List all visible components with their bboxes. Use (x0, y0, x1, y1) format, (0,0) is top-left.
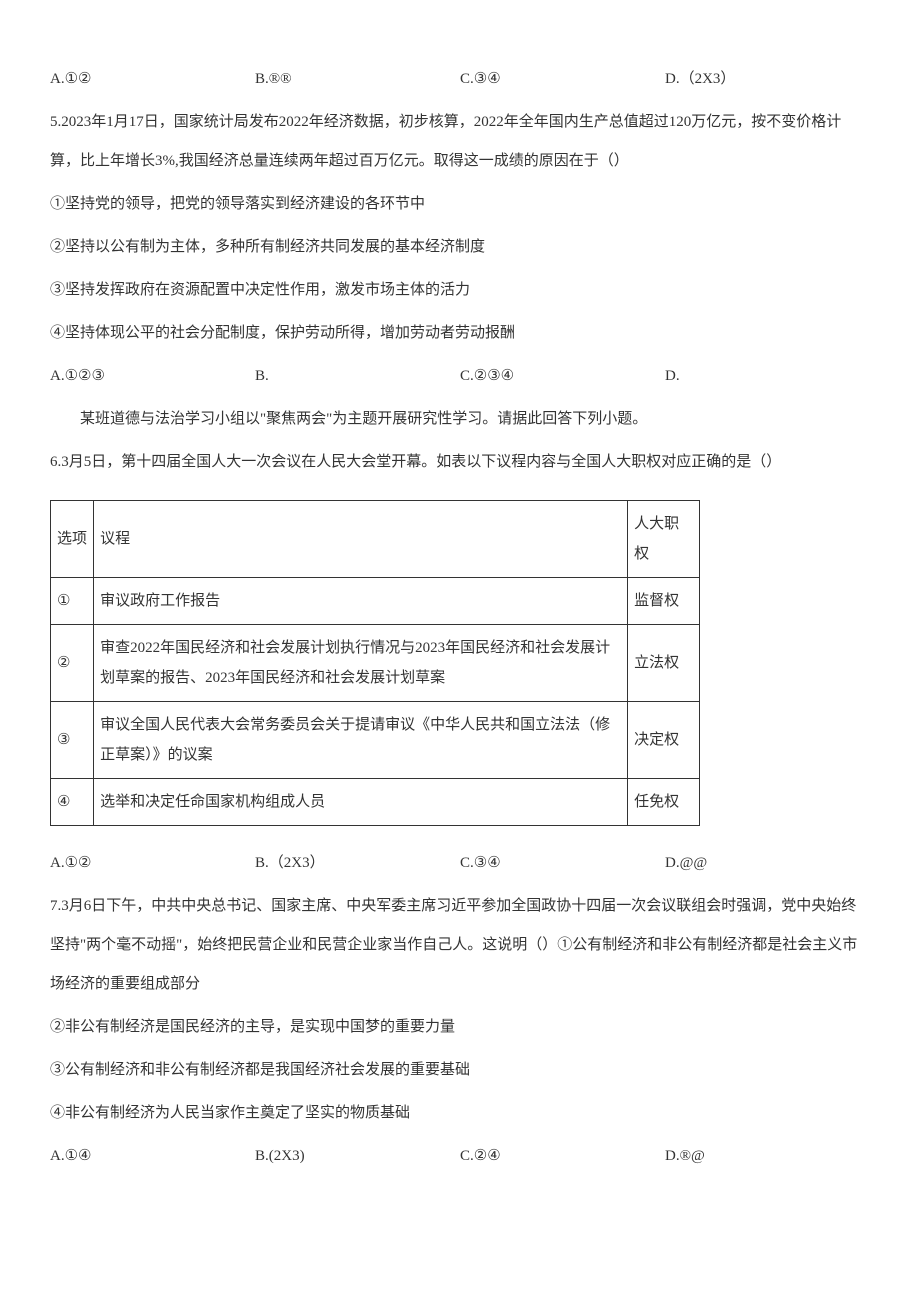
q7-stem: 7.3月6日下午，中共中央总书记、国家主席、中央军委主席习近平参加全国政协十四届… (50, 887, 870, 1004)
q5-option-c: C.②③④ (460, 357, 665, 396)
table-header-agenda: 议程 (94, 501, 628, 578)
table-row: ③ 审议全国人民代表大会常务委员会关于提请审议《中华人民共和国立法法（修正草案）… (51, 702, 700, 779)
context-text: 某班道德与法治学习小组以"聚焦两会"为主题开展研究性学习。请据此回答下列小题。 (50, 400, 870, 439)
q4-option-a: A.①② (50, 60, 255, 99)
cell-sel: ③ (51, 702, 94, 779)
table-row: ① 审议政府工作报告 监督权 (51, 578, 700, 625)
q5-item-4: ④坚持体现公平的社会分配制度，保护劳动所得，增加劳动者劳动报酬 (50, 314, 870, 353)
q6-option-d: D.@@ (665, 844, 870, 883)
q7-item-3: ③公有制经济和非公有制经济都是我国经济社会发展的重要基础 (50, 1051, 870, 1090)
q5-item-3: ③坚持发挥政府在资源配置中决定性作用，激发市场主体的活力 (50, 271, 870, 310)
cell-sel: ④ (51, 779, 94, 826)
q5-option-b: B. (255, 357, 460, 396)
q7-item-2: ②非公有制经济是国民经济的主导，是实现中国梦的重要力量 (50, 1008, 870, 1047)
q7-option-a: A.①④ (50, 1137, 255, 1176)
cell-sel: ② (51, 625, 94, 702)
q4-option-d: D.（2X3） (665, 60, 870, 99)
q5-option-d: D. (665, 357, 870, 396)
q7-item-4: ④非公有制经济为人民当家作主奠定了坚实的物质基础 (50, 1094, 870, 1133)
cell-power: 任免权 (628, 779, 700, 826)
q4-option-c: C.③④ (460, 60, 665, 99)
table-row: ② 审查2022年国民经济和社会发展计划执行情况与2023年国民经济和社会发展计… (51, 625, 700, 702)
cell-power: 决定权 (628, 702, 700, 779)
q5-stem: 5.2023年1月17日，国家统计局发布2022年经济数据，初步核算，2022年… (50, 103, 870, 181)
q6-option-b: B.（2X3） (255, 844, 460, 883)
table-header-power: 人大职权 (628, 501, 700, 578)
cell-power: 监督权 (628, 578, 700, 625)
cell-power: 立法权 (628, 625, 700, 702)
cell-sel: ① (51, 578, 94, 625)
q7-option-c: C.②④ (460, 1137, 665, 1176)
q6-option-c: C.③④ (460, 844, 665, 883)
q7-options: A.①④ B.(2X3) C.②④ D.®@ (50, 1137, 870, 1176)
q5-option-a: A.①②③ (50, 357, 255, 396)
cell-agenda: 审议政府工作报告 (94, 578, 628, 625)
table-row: ④ 选举和决定任命国家机构组成人员 任免权 (51, 779, 700, 826)
q5-options: A.①②③ B. C.②③④ D. (50, 357, 870, 396)
cell-agenda: 审查2022年国民经济和社会发展计划执行情况与2023年国民经济和社会发展计划草… (94, 625, 628, 702)
table-header-option: 选项 (51, 501, 94, 578)
cell-agenda: 审议全国人民代表大会常务委员会关于提请审议《中华人民共和国立法法（修正草案）》的… (94, 702, 628, 779)
q7-option-b: B.(2X3) (255, 1137, 460, 1176)
q5-item-1: ①坚持党的领导，把党的领导落实到经济建设的各环节中 (50, 185, 870, 224)
table-row: 选项 议程 人大职权 (51, 501, 700, 578)
q5-item-2: ②坚持以公有制为主体，多种所有制经济共同发展的基本经济制度 (50, 228, 870, 267)
q6-options: A.①② B.（2X3） C.③④ D.@@ (50, 844, 870, 883)
q4-option-b: B.®® (255, 60, 460, 99)
q6-option-a: A.①② (50, 844, 255, 883)
q6-stem: 6.3月5日，第十四届全国人大一次会议在人民大会堂开幕。如表以下议程内容与全国人… (50, 443, 870, 482)
q4-options: A.①② B.®® C.③④ D.（2X3） (50, 60, 870, 99)
q6-table: 选项 议程 人大职权 ① 审议政府工作报告 监督权 ② 审查2022年国民经济和… (50, 500, 700, 826)
q7-option-d: D.®@ (665, 1137, 870, 1176)
cell-agenda: 选举和决定任命国家机构组成人员 (94, 779, 628, 826)
